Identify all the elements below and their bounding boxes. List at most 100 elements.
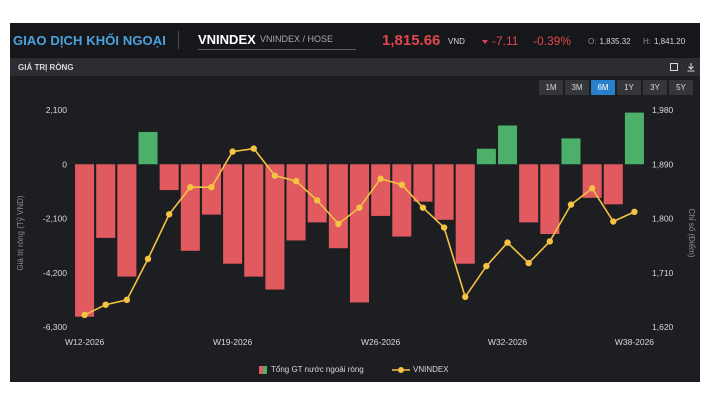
legend-line-label: VNINDEX <box>413 365 449 374</box>
bar-series <box>75 112 644 317</box>
bar <box>413 164 433 202</box>
bar <box>434 164 454 220</box>
price-change: -7.11 <box>482 34 518 48</box>
y2-axis-title: Chỉ số (Điểm) <box>687 209 696 258</box>
bar <box>582 164 602 198</box>
bar <box>244 164 264 277</box>
high-price: H: 1,841.20 <box>643 37 685 46</box>
vnindex-point <box>504 239 511 246</box>
header-divider <box>178 31 179 49</box>
vnindex-point <box>631 208 638 216</box>
square-icon[interactable] <box>669 62 679 72</box>
bar <box>540 164 560 234</box>
vnindex-point <box>229 148 236 155</box>
panel-title: GIÁ TRỊ RÒNG <box>18 63 74 72</box>
vnindex-point <box>144 255 152 263</box>
bar <box>371 164 391 216</box>
high-label: H: <box>643 37 651 46</box>
down-arrow-icon <box>482 39 488 44</box>
download-icon[interactable] <box>686 62 696 72</box>
y2-tick-label: 1,890 <box>652 159 674 169</box>
vnindex-point <box>314 197 321 204</box>
y-tick-label: -6,300 <box>43 322 67 332</box>
bar <box>349 164 370 303</box>
vnindex-point <box>165 211 173 218</box>
vnindex-point <box>356 204 363 211</box>
bar <box>624 112 644 165</box>
panel-header: GIÁ TRỊ RÒNG <box>10 58 700 76</box>
vnindex-point <box>102 301 109 308</box>
vnindex-point <box>335 220 342 228</box>
x-tick-label: W32-2026 <box>488 337 527 347</box>
bar <box>265 164 285 290</box>
bar <box>138 131 158 165</box>
bar <box>180 164 200 251</box>
open-value: 1,835.32 <box>599 37 631 46</box>
y2-tick-label: 1,800 <box>652 214 674 224</box>
vnindex-point <box>208 183 215 191</box>
timeframe-1m[interactable]: 1M <box>539 80 563 95</box>
x-axis: W12-2026 W19-2026 W26-2026 W32-2026 W38-2026 <box>65 337 654 347</box>
vnindex-point <box>81 311 88 319</box>
line-series <box>81 145 638 319</box>
ticker-selector[interactable]: VNINDEX VNINDEX / HOSE <box>198 29 356 50</box>
vnindex-point <box>271 172 279 179</box>
vnindex-point <box>462 293 469 301</box>
vnindex-point <box>250 145 257 152</box>
timeframe-1y[interactable]: 1Y <box>617 80 641 95</box>
bar <box>498 125 518 165</box>
timeframe-5y[interactable]: 5Y <box>669 80 693 95</box>
bar <box>328 164 348 249</box>
vnindex-point <box>567 201 575 208</box>
chart-window: GIAO DỊCH KHỐI NGOẠI VNINDEX VNINDEX / H… <box>10 23 700 382</box>
vnindex-point <box>610 218 617 225</box>
bar <box>75 164 95 317</box>
bar <box>286 164 306 241</box>
y-tick-label: -2,100 <box>43 214 67 224</box>
legend-line[interactable]: VNINDEX <box>392 365 449 374</box>
y-tick-label: 0 <box>62 159 67 169</box>
ticker-symbol: VNINDEX <box>198 32 256 47</box>
x-tick-label: W19-2026 <box>213 337 252 347</box>
app-title: GIAO DỊCH KHỐI NGOẠI <box>13 33 166 48</box>
vnindex-point <box>483 262 490 270</box>
ticker-exchange: VNINDEX / HOSE <box>260 34 334 44</box>
bar <box>96 164 116 238</box>
vnindex-point <box>419 204 427 211</box>
vnindex-point <box>546 238 554 245</box>
bar <box>392 164 412 237</box>
open-label: O: <box>588 37 597 46</box>
right-axis: 1,980 1,890 1,800 1,710 1,620 <box>652 105 674 332</box>
bar <box>117 164 137 277</box>
price-unit: VND <box>448 37 465 46</box>
y-tick-label: -4,200 <box>43 268 67 278</box>
timeframe-6m[interactable]: 6M <box>591 80 615 95</box>
vnindex-point <box>525 259 532 267</box>
vnindex-point <box>377 175 384 182</box>
vnindex-point <box>123 296 131 304</box>
header-bar: GIAO DỊCH KHỐI NGOẠI VNINDEX VNINDEX / H… <box>10 23 700 58</box>
x-tick-label: W12-2026 <box>65 337 104 347</box>
last-price: 1,815.66 <box>382 32 441 49</box>
timeframe-3y[interactable]: 3Y <box>643 80 667 95</box>
vnindex-point <box>292 177 300 185</box>
high-value: 1,841.20 <box>654 37 686 46</box>
open-price: O: 1,835.32 <box>588 37 631 46</box>
net-value-chart: 2,100 0 -2,100 -4,200 -6,300 1,980 1,890 1,800… <box>16 105 696 347</box>
bar <box>603 164 623 205</box>
price-change-value: -7.11 <box>492 34 519 48</box>
bar <box>476 148 496 165</box>
y-axis-title: Giá trị ròng (Tỷ VND) <box>16 195 25 270</box>
left-axis: 2,100 0 -2,100 -4,200 -6,300 <box>43 105 67 332</box>
y2-tick-label: 1,620 <box>652 322 674 332</box>
x-tick-label: W26-2026 <box>361 337 400 347</box>
legend-bars[interactable]: Tổng GT nước ngoài ròng <box>259 365 364 374</box>
vnindex-point <box>588 185 596 192</box>
price-change-pct: -0.39% <box>533 34 572 48</box>
timeframe-3m[interactable]: 3M <box>565 80 589 95</box>
x-tick-label: W38-2026 <box>615 337 654 347</box>
bar <box>223 164 243 264</box>
bar <box>307 164 327 223</box>
legend-bar-label: Tổng GT nước ngoài ròng <box>271 365 364 374</box>
bar <box>159 164 179 191</box>
